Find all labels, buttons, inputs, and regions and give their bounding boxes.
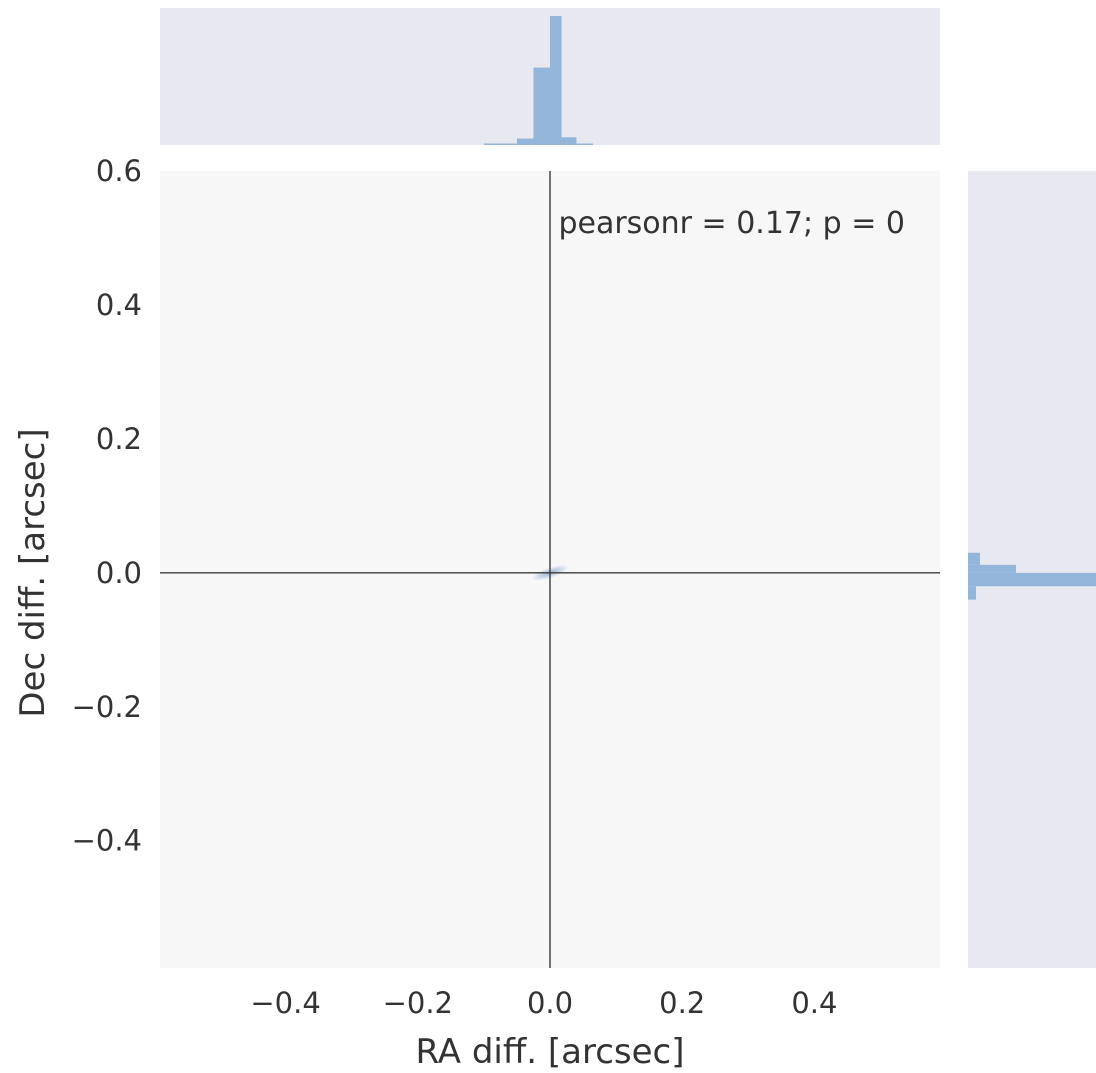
x-tick-label: 0.0	[527, 986, 573, 1020]
y-tick-label: 0.2	[96, 422, 142, 456]
y-tick-labels: 0.6 0.4 0.2 0.0 −0.2 −0.4	[72, 154, 142, 858]
marginal-y-histogram	[968, 552, 1096, 600]
marginal-x-bar	[516, 138, 534, 145]
y-tick-label: −0.4	[72, 824, 142, 858]
marginal-x-bar	[550, 16, 562, 145]
pearson-annotation: pearsonr = 0.17; p = 0	[558, 206, 905, 241]
y-axis-label: Dec diff. [arcsec]	[13, 428, 53, 717]
x-tick-labels: −0.4 −0.2 0.0 0.2 0.4	[250, 986, 837, 1020]
marginal-x-bar	[561, 137, 577, 145]
marginal-y-bar	[968, 572, 1096, 580]
marginal-y-bar	[968, 552, 980, 565]
y-tick-label: 0.0	[96, 556, 142, 590]
x-axis-label: RA diff. [arcsec]	[416, 1032, 685, 1072]
marginal-x-bar	[533, 67, 550, 145]
x-tick-label: −0.2	[383, 986, 453, 1020]
marginal-y-bar	[968, 586, 976, 600]
y-tick-label: −0.2	[72, 690, 142, 724]
marginal-y-bar	[968, 564, 1016, 573]
x-tick-label: 0.2	[659, 986, 705, 1020]
marginal-x-bar	[576, 143, 593, 145]
marginal-x-bar	[483, 143, 517, 145]
marginal-y-bar	[968, 579, 1096, 587]
x-tick-label: 0.4	[791, 986, 837, 1020]
marginal-x-histogram	[483, 16, 593, 145]
x-tick-label: −0.4	[250, 986, 320, 1020]
y-tick-label: 0.4	[96, 288, 142, 322]
y-tick-label: 0.6	[96, 154, 142, 188]
